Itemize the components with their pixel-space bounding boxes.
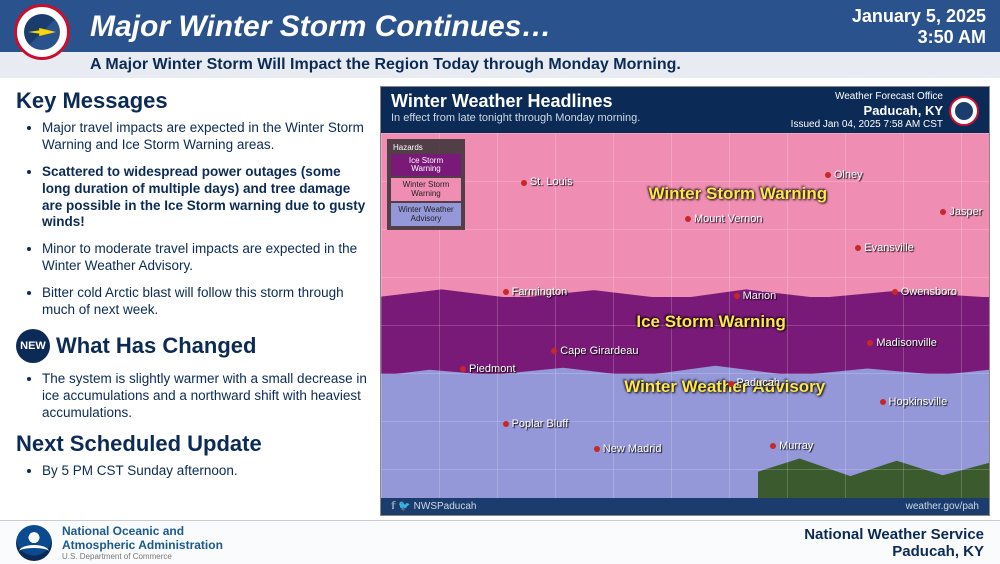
city-label: Jasper bbox=[940, 206, 982, 218]
legend-title: Hazards bbox=[391, 143, 461, 152]
nws-mini-logo-icon bbox=[949, 96, 979, 126]
legend-row: Ice Storm Warning bbox=[391, 154, 461, 177]
left-column: Key Messages Major travel impacts are ex… bbox=[0, 78, 380, 520]
city-label: Paducah bbox=[728, 377, 780, 389]
zone-label: Winter Weather Advisory bbox=[624, 377, 825, 397]
right-column: Winter Weather Headlines In effect from … bbox=[380, 78, 1000, 520]
what-changed-heading: What Has Changed bbox=[56, 333, 256, 359]
city-label: Cape Girardeau bbox=[551, 345, 638, 357]
next-update-heading: Next Scheduled Update bbox=[16, 431, 368, 457]
footer-noaa-line2: Atmospheric Administration bbox=[62, 538, 223, 552]
new-badge-icon: NEW bbox=[16, 329, 50, 363]
key-message-item: Minor to moderate travel impacts are exp… bbox=[42, 241, 368, 275]
legend-row: Winter Storm Warning bbox=[391, 178, 461, 201]
noaa-logo-icon bbox=[16, 525, 52, 561]
page-title: Major Winter Storm Continues… bbox=[90, 10, 852, 44]
map-url: weather.gov/pah bbox=[906, 501, 979, 512]
what-changed-item: The system is slightly warmer with a sma… bbox=[42, 371, 368, 422]
legend-row: Winter Weather Advisory bbox=[391, 203, 461, 226]
city-label: Poplar Bluff bbox=[503, 418, 569, 430]
what-changed-row: NEW What Has Changed bbox=[16, 329, 368, 363]
map-title: Winter Weather Headlines bbox=[391, 91, 640, 112]
map-wfo-line1: Weather Forecast Office bbox=[791, 91, 943, 103]
key-message-item: Bitter cold Arctic blast will follow thi… bbox=[42, 285, 368, 319]
header-time: 3:50 AM bbox=[852, 27, 986, 48]
city-label: Farmington bbox=[503, 286, 568, 298]
page-footer: National Oceanic and Atmospheric Adminis… bbox=[0, 520, 1000, 564]
map-legend: Hazards Ice Storm Warning Winter Storm W… bbox=[387, 139, 465, 230]
footer-noaa-line3: U.S. Department of Commerce bbox=[62, 552, 223, 561]
main-content: Key Messages Major travel impacts are ex… bbox=[0, 78, 1000, 520]
next-update-item: By 5 PM CST Sunday afternoon. bbox=[42, 463, 368, 480]
map-footer: 𝕗 🐦 NWSPaducah weather.gov/pah bbox=[381, 498, 989, 515]
city-label: Piedmont bbox=[460, 363, 515, 375]
city-label: Murray bbox=[770, 440, 813, 452]
map-subtitle: In effect from late tonight through Mond… bbox=[391, 112, 640, 124]
footer-nws-line1: National Weather Service bbox=[804, 526, 984, 543]
map-body: Hazards Ice Storm Warning Winter Storm W… bbox=[381, 133, 989, 498]
map-card: Winter Weather Headlines In effect from … bbox=[380, 86, 990, 516]
city-label: Hopkinsville bbox=[880, 396, 948, 408]
key-message-item: Scattered to widespread power outages (s… bbox=[42, 164, 368, 232]
sub-headline: A Major Winter Storm Will Impact the Reg… bbox=[0, 52, 1000, 78]
map-social: 𝕗 🐦 NWSPaducah bbox=[391, 501, 476, 512]
city-label: St. Louis bbox=[521, 176, 573, 188]
map-issued: Issued Jan 04, 2025 7:58 AM CST bbox=[791, 119, 943, 131]
city-label: Evansville bbox=[855, 242, 914, 254]
key-messages-heading: Key Messages bbox=[16, 88, 368, 114]
city-label: Madisonville bbox=[867, 337, 937, 349]
city-label: Mount Vernon bbox=[685, 213, 763, 225]
city-label: Marion bbox=[734, 290, 777, 302]
header-datetime: January 5, 2025 3:50 AM bbox=[852, 6, 986, 48]
what-changed-list: The system is slightly warmer with a sma… bbox=[16, 371, 368, 422]
header-bar: Major Winter Storm Continues… January 5,… bbox=[0, 0, 1000, 52]
city-label: Owensboro bbox=[892, 286, 957, 298]
key-messages-list: Major travel impacts are expected in the… bbox=[16, 120, 368, 319]
city-label: Olney bbox=[825, 169, 863, 181]
footer-nws-line2: Paducah, KY bbox=[804, 543, 984, 560]
nws-logo-icon bbox=[14, 4, 70, 60]
map-header: Winter Weather Headlines In effect from … bbox=[381, 87, 989, 133]
footer-noaa-line1: National Oceanic and bbox=[62, 524, 223, 538]
key-message-item: Major travel impacts are expected in the… bbox=[42, 120, 368, 154]
next-update-list: By 5 PM CST Sunday afternoon. bbox=[16, 463, 368, 480]
map-wfo-line2: Paducah, KY bbox=[791, 103, 943, 119]
zone-label: Winter Storm Warning bbox=[649, 184, 828, 204]
zone-label: Ice Storm Warning bbox=[636, 312, 786, 332]
city-label: New Madrid bbox=[594, 443, 662, 455]
header-date: January 5, 2025 bbox=[852, 6, 986, 27]
